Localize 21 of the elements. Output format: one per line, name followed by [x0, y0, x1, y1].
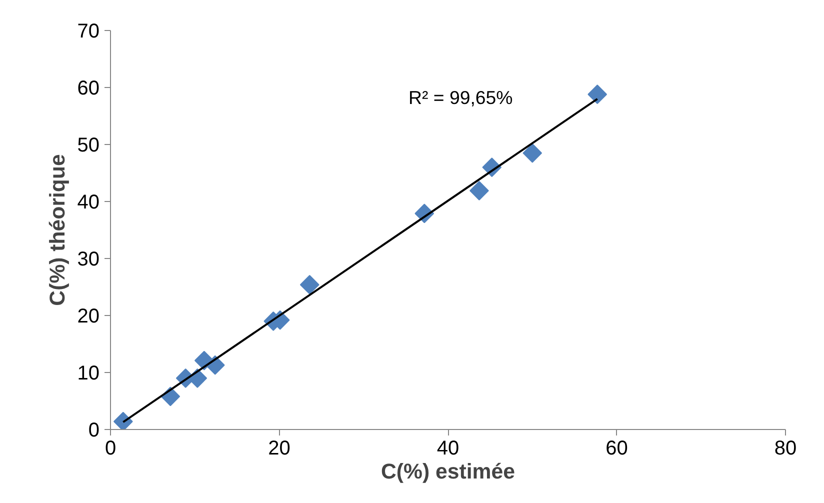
y-tick-label: 10: [77, 362, 100, 384]
x-tick-label: 20: [268, 438, 290, 460]
y-tick-label: 20: [77, 306, 100, 328]
annotation: R² = 99,65%: [408, 87, 513, 108]
point: [522, 143, 542, 163]
point: [113, 412, 133, 430]
y-axis-title: C(%) théorique: [45, 154, 70, 306]
x-axis-title: C(%) estimée: [381, 460, 516, 484]
point: [470, 180, 489, 200]
point: [588, 84, 608, 104]
y-tick-label: 30: [77, 248, 100, 270]
y-tick-label: 70: [77, 20, 100, 42]
y-tick-label: 0: [88, 420, 100, 442]
x-tick-label: 80: [774, 438, 797, 460]
x-tick-label: 40: [436, 438, 460, 460]
y-tick-label: 50: [77, 134, 100, 156]
x-tick-label: 0: [104, 438, 116, 460]
y-tick-label: 40: [77, 192, 100, 214]
y-tick-label: 60: [77, 78, 100, 100]
point: [300, 275, 320, 294]
x-tick-label: 60: [606, 438, 628, 460]
